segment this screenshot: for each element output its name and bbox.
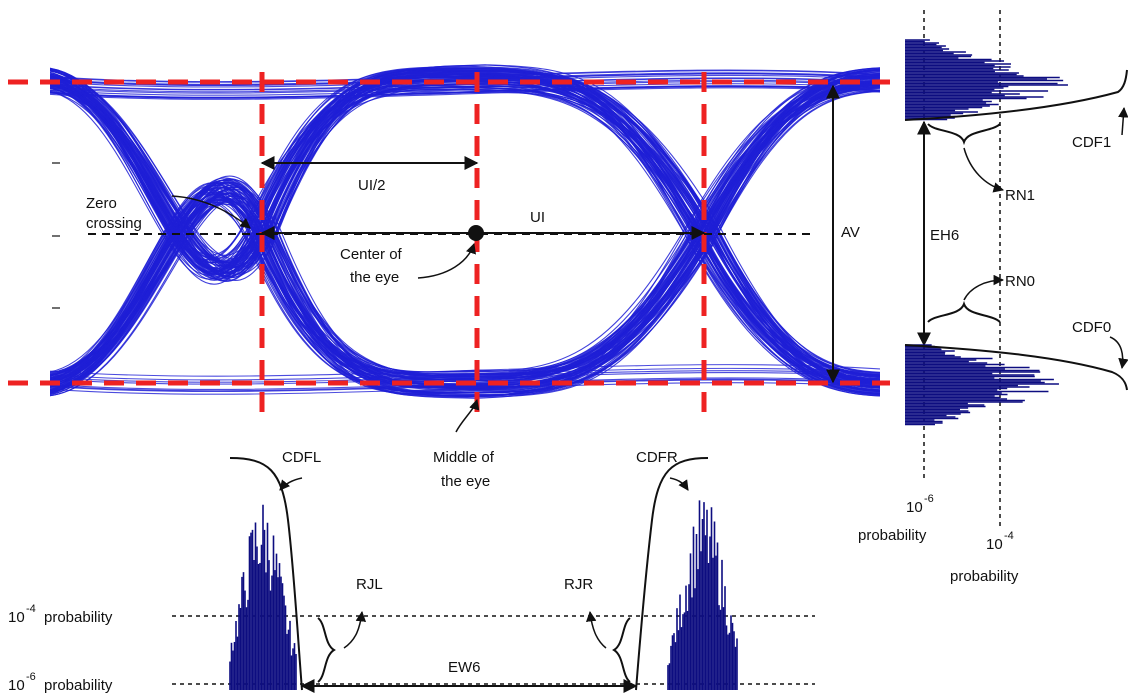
eye-trace — [50, 77, 880, 389]
cdfl-curve — [229, 457, 303, 691]
eye-trace — [50, 69, 880, 396]
eye-trace — [50, 86, 880, 392]
rn1-label: RN1 — [1005, 187, 1035, 204]
rn0-label: RN0 — [1005, 273, 1035, 290]
right-1e-4-word: probability — [950, 568, 1019, 585]
eye-trace — [50, 70, 880, 377]
left-1e-6-exp: -6 — [26, 671, 36, 683]
cdfr-pointer — [669, 477, 689, 491]
ew6-label: EW6 — [448, 659, 481, 676]
eye-trace — [50, 75, 880, 394]
left-1e-6-base: 10 — [8, 677, 25, 694]
rn0-pointer — [963, 274, 1005, 301]
left-1e-6-word: probability — [44, 677, 113, 694]
eye-trace — [50, 87, 880, 100]
cdf0-pointer — [1109, 336, 1128, 370]
cdfl-label: CDFL — [282, 449, 321, 466]
ui-label: UI — [530, 209, 545, 226]
eye-trace — [50, 72, 880, 377]
eye-trace — [50, 86, 880, 384]
cdfl-pointer — [279, 477, 303, 491]
rjr-pointer — [585, 610, 607, 649]
rn1-brace — [927, 123, 1001, 146]
eye-trace — [50, 367, 880, 381]
eye-trace — [50, 89, 880, 379]
middle-label-line1: Middle of — [433, 449, 495, 466]
eye-trace — [50, 370, 880, 383]
histogram-bottom-left — [229, 504, 297, 690]
eye-trace — [50, 85, 880, 376]
rjl-label: RJL — [356, 576, 383, 593]
red-guide-lines — [8, 72, 890, 412]
ui-half-label: UI/2 — [358, 177, 386, 194]
right-1e-4-base: 10 — [986, 536, 1003, 553]
center-pointer — [417, 243, 476, 279]
right-1e-6-exp: -6 — [924, 493, 934, 505]
histogram-right-bottom — [905, 344, 1059, 426]
eye-traces — [50, 64, 880, 399]
rjr-brace — [612, 617, 631, 683]
cdf0-curve — [904, 344, 1128, 391]
eye-trace — [50, 72, 880, 379]
av-label: AV — [841, 224, 860, 241]
right-1e-6-word: probability — [858, 527, 927, 544]
cdfr-label: CDFR — [636, 449, 678, 466]
middle-pointer — [455, 398, 480, 433]
histogram-right-top — [905, 39, 1068, 121]
rn0-brace — [927, 300, 1001, 323]
eye-trace — [50, 379, 880, 392]
left-1e-4-base: 10 — [8, 609, 25, 626]
zero-crossing-label-line2: crossing — [86, 215, 142, 232]
rn1-pointer — [963, 147, 1005, 193]
rjl-brace — [317, 617, 336, 683]
histogram-bottom-right — [667, 500, 738, 690]
cdfr-curve — [635, 457, 709, 691]
right-1e-4-exp: -4 — [1004, 530, 1014, 542]
eye-trace — [50, 364, 880, 377]
eye-trace — [50, 71, 880, 399]
middle-label-line2: the eye — [441, 473, 490, 490]
left-1e-4-exp: -4 — [26, 603, 36, 615]
eye-center-dot — [468, 225, 484, 241]
cdf1-label: CDF1 — [1072, 134, 1111, 151]
cdf0-label: CDF0 — [1072, 319, 1111, 336]
center-label-line1: Center of — [340, 246, 403, 263]
eye-trace — [50, 81, 880, 380]
right-1e-6-base: 10 — [906, 499, 923, 516]
eh6-label: EH6 — [930, 227, 959, 244]
eye-trace — [50, 64, 880, 391]
center-label-line2: the eye — [350, 269, 399, 286]
zero-crossing-pointer — [171, 195, 251, 229]
eye-trace — [50, 86, 880, 99]
left-1e-4-word: probability — [44, 609, 113, 626]
eye-trace — [50, 85, 880, 99]
cdf1-curve — [904, 69, 1128, 121]
rjl-pointer — [343, 610, 367, 649]
eye-trace — [50, 84, 880, 391]
cdf1-pointer — [1118, 106, 1128, 136]
zero-crossing-label-line1: Zero — [86, 195, 117, 212]
y-axis-ticks — [52, 162, 60, 309]
rjr-label: RJR — [564, 576, 593, 593]
